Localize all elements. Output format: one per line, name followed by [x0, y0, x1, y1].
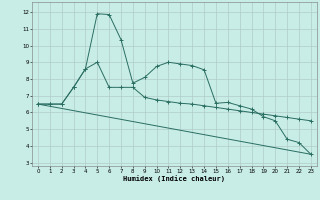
- X-axis label: Humidex (Indice chaleur): Humidex (Indice chaleur): [124, 175, 225, 182]
